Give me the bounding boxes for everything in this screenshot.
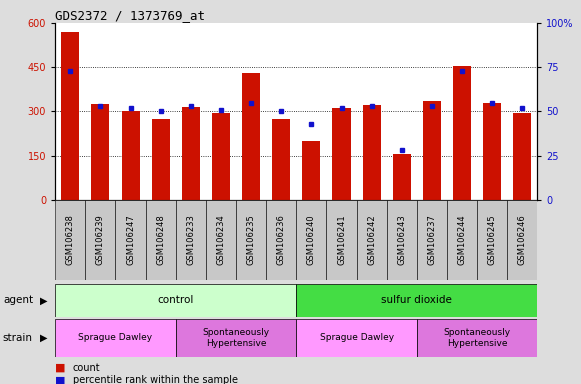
Bar (55, 200, 85, 280)
Bar (61, 32, 80, 200)
Bar (357, 200, 387, 280)
Bar (453, 66, 471, 200)
Bar (483, 103, 501, 200)
Text: GDS2372 / 1373769_at: GDS2372 / 1373769_at (55, 9, 205, 22)
Text: GSM106243: GSM106243 (397, 215, 406, 265)
Text: GSM106234: GSM106234 (217, 215, 225, 265)
Bar (332, 108, 350, 200)
Text: ■: ■ (55, 375, 66, 384)
Bar (514, 113, 532, 200)
Bar (176, 200, 206, 280)
Text: Spontaneously
Hypertensive: Spontaneously Hypertensive (443, 328, 511, 348)
Bar (206, 200, 236, 280)
Bar (176, 319, 296, 357)
Text: sulfur dioxide: sulfur dioxide (382, 295, 452, 306)
Text: GSM106235: GSM106235 (246, 215, 256, 265)
Bar (327, 200, 357, 280)
Bar (85, 200, 116, 280)
Bar (387, 200, 417, 280)
Bar (55, 284, 296, 317)
Bar (423, 101, 441, 200)
Text: agent: agent (3, 295, 33, 306)
Bar (296, 284, 537, 317)
Bar (296, 200, 327, 280)
Bar (393, 154, 411, 200)
Text: strain: strain (3, 333, 33, 343)
Text: GSM106245: GSM106245 (487, 215, 497, 265)
Bar (121, 111, 139, 200)
Bar (236, 200, 266, 280)
Bar (116, 200, 146, 280)
Bar (477, 200, 507, 280)
Text: GSM106233: GSM106233 (187, 215, 195, 265)
Text: ■: ■ (55, 363, 66, 373)
Text: ▶: ▶ (40, 295, 47, 306)
Bar (302, 141, 321, 200)
Text: GSM106239: GSM106239 (96, 215, 105, 265)
Text: percentile rank within the sample: percentile rank within the sample (73, 375, 238, 384)
Bar (507, 200, 537, 280)
Text: GSM106241: GSM106241 (337, 215, 346, 265)
Bar (212, 113, 230, 200)
Text: GSM106244: GSM106244 (458, 215, 467, 265)
Text: control: control (157, 295, 194, 306)
Bar (152, 119, 170, 200)
Bar (447, 200, 477, 280)
Text: ▶: ▶ (40, 333, 47, 343)
Bar (91, 104, 109, 200)
Text: GSM106237: GSM106237 (428, 215, 436, 265)
Text: GSM106240: GSM106240 (307, 215, 316, 265)
Text: GSM106248: GSM106248 (156, 215, 165, 265)
Bar (55, 319, 176, 357)
Bar (417, 319, 537, 357)
Text: GSM106236: GSM106236 (277, 215, 286, 265)
Text: Sprague Dawley: Sprague Dawley (78, 333, 153, 343)
Text: GSM106246: GSM106246 (518, 215, 527, 265)
Text: GSM106238: GSM106238 (66, 215, 75, 265)
Bar (146, 200, 176, 280)
Text: Spontaneously
Hypertensive: Spontaneously Hypertensive (202, 328, 270, 348)
Bar (296, 319, 417, 357)
Text: count: count (73, 363, 101, 373)
Text: GSM106247: GSM106247 (126, 215, 135, 265)
Bar (242, 73, 260, 200)
Text: GSM106242: GSM106242 (367, 215, 376, 265)
Bar (363, 106, 381, 200)
Bar (272, 119, 290, 200)
Text: Sprague Dawley: Sprague Dawley (320, 333, 394, 343)
Bar (417, 200, 447, 280)
Bar (266, 200, 296, 280)
Bar (182, 107, 200, 200)
